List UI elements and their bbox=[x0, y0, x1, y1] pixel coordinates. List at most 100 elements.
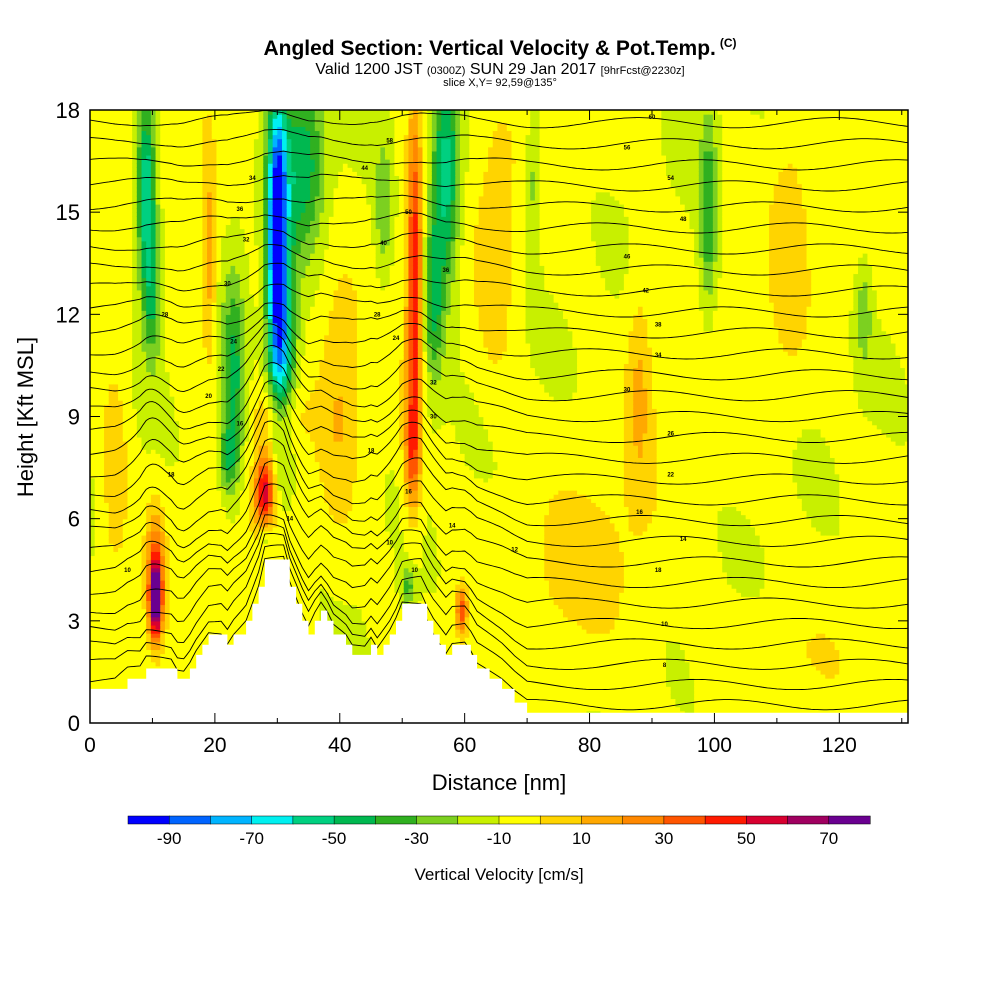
velocity-cell bbox=[150, 232, 157, 238]
velocity-cell bbox=[118, 461, 124, 467]
velocity-cell bbox=[169, 620, 175, 626]
velocity-cell bbox=[160, 420, 166, 426]
velocity-cell bbox=[99, 203, 105, 209]
velocity-cell bbox=[221, 355, 227, 360]
velocity-cell bbox=[174, 400, 180, 405]
velocity-cell bbox=[155, 293, 161, 299]
velocity-cell bbox=[174, 645, 180, 651]
velocity-cell bbox=[99, 216, 105, 221]
velocity-cell bbox=[183, 338, 189, 344]
velocity-cell bbox=[221, 281, 227, 287]
velocity-cell bbox=[239, 248, 246, 254]
velocity-cell bbox=[155, 396, 161, 401]
velocity-cell bbox=[202, 187, 208, 193]
velocity-cell bbox=[230, 355, 236, 360]
velocity-cell bbox=[202, 592, 208, 597]
valid-prefix: Valid 1200 JST bbox=[315, 61, 422, 78]
velocity-cell bbox=[127, 375, 133, 381]
velocity-cell bbox=[169, 387, 175, 393]
velocity-cell bbox=[150, 649, 157, 655]
velocity-cell bbox=[188, 649, 194, 655]
velocity-cell bbox=[193, 236, 199, 242]
velocity-cell bbox=[132, 608, 138, 614]
velocity-field bbox=[90, 110, 908, 723]
velocity-cell bbox=[230, 146, 236, 152]
velocity-cell bbox=[132, 637, 138, 642]
velocity-cell bbox=[221, 408, 227, 414]
velocity-cell bbox=[113, 673, 119, 679]
velocity-cell bbox=[113, 396, 119, 401]
velocity-cell bbox=[113, 257, 119, 262]
velocity-cell bbox=[94, 118, 100, 123]
velocity-cell bbox=[211, 199, 218, 205]
velocity-cell bbox=[197, 473, 203, 479]
velocity-cell bbox=[90, 232, 96, 238]
velocity-cell bbox=[141, 371, 147, 377]
velocity-cell bbox=[221, 575, 227, 581]
velocity-cell bbox=[216, 122, 222, 127]
velocity-cell bbox=[239, 154, 246, 160]
velocity-cell bbox=[188, 404, 194, 409]
velocity-cell bbox=[94, 150, 100, 156]
velocity-cell bbox=[104, 244, 110, 250]
velocity-cell bbox=[178, 138, 185, 144]
velocity-cell bbox=[230, 253, 236, 258]
velocity-cell bbox=[221, 412, 227, 418]
velocity-cell bbox=[113, 154, 119, 160]
velocity-cell bbox=[202, 604, 208, 610]
velocity-cell bbox=[104, 608, 110, 614]
velocity-cell bbox=[207, 240, 213, 246]
velocity-cell bbox=[141, 387, 147, 393]
velocity-cell bbox=[207, 314, 213, 320]
velocity-cell bbox=[90, 559, 96, 565]
velocity-cell bbox=[169, 297, 175, 303]
velocity-cell bbox=[122, 134, 129, 140]
velocity-cell bbox=[174, 428, 180, 434]
velocity-cell bbox=[221, 547, 227, 552]
velocity-cell bbox=[94, 134, 100, 140]
velocity-cell bbox=[104, 302, 110, 307]
velocity-cell bbox=[155, 126, 161, 132]
velocity-cell bbox=[239, 412, 246, 418]
velocity-cell bbox=[216, 338, 222, 344]
velocity-cell bbox=[216, 163, 222, 168]
velocity-cell bbox=[155, 436, 161, 442]
velocity-cell bbox=[99, 612, 105, 618]
velocity-cell bbox=[122, 567, 129, 573]
velocity-cell bbox=[169, 248, 175, 254]
velocity-cell bbox=[90, 130, 96, 136]
velocity-cell bbox=[127, 592, 133, 597]
velocity-cell bbox=[193, 584, 199, 589]
velocity-cell bbox=[188, 347, 194, 352]
velocity-cell bbox=[202, 154, 208, 160]
velocity-cell bbox=[127, 567, 133, 573]
velocity-cell bbox=[99, 359, 105, 364]
velocity-cell bbox=[113, 347, 119, 352]
velocity-cell bbox=[216, 269, 222, 275]
velocity-cell bbox=[150, 224, 157, 230]
velocity-cell bbox=[239, 436, 246, 442]
velocity-cell bbox=[155, 347, 161, 352]
velocity-cell bbox=[188, 142, 194, 148]
velocity-cell bbox=[164, 387, 171, 393]
velocity-cell bbox=[108, 514, 115, 520]
velocity-cell bbox=[122, 424, 129, 430]
velocity-cell bbox=[216, 522, 222, 528]
velocity-cell bbox=[230, 518, 236, 524]
velocity-cell bbox=[183, 212, 189, 217]
velocity-cell bbox=[193, 351, 199, 356]
velocity-cell bbox=[155, 510, 161, 516]
velocity-cell bbox=[150, 416, 157, 422]
velocity-cell bbox=[136, 494, 143, 499]
velocity-cell bbox=[118, 175, 124, 181]
velocity-cell bbox=[155, 342, 161, 348]
velocity-cell bbox=[136, 203, 143, 209]
velocity-cell bbox=[174, 485, 180, 491]
velocity-cell bbox=[221, 592, 227, 597]
velocity-cell bbox=[108, 469, 115, 475]
velocity-cell bbox=[122, 616, 129, 622]
velocity-cell bbox=[146, 383, 152, 389]
velocity-cell bbox=[118, 629, 124, 634]
velocity-cell bbox=[235, 575, 241, 581]
velocity-cell bbox=[136, 114, 143, 119]
